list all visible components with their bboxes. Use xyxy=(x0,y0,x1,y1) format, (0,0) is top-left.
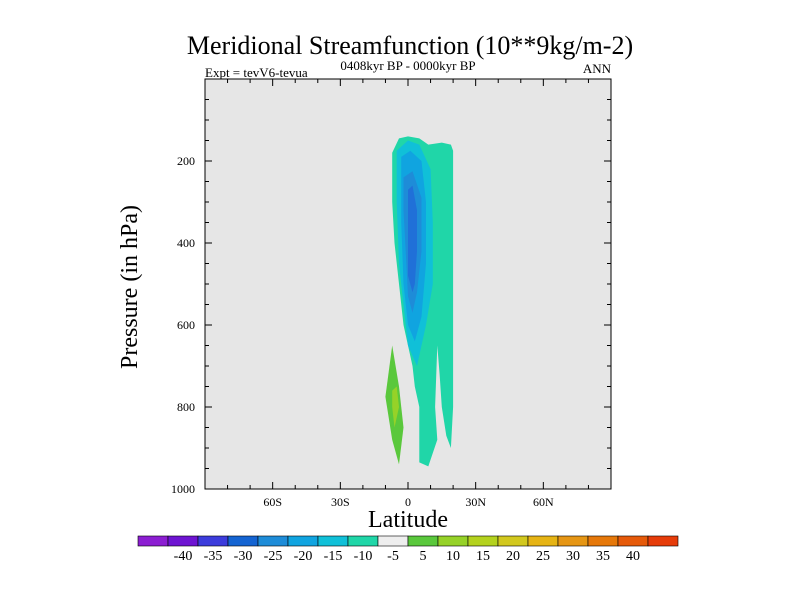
colorbar-swatch xyxy=(257,535,289,547)
colorbar-swatch xyxy=(377,535,409,547)
x-tick-label: 30N xyxy=(465,495,486,509)
colorbar-label: -25 xyxy=(264,549,283,564)
colorbar-label: -20 xyxy=(294,549,313,564)
colorbar-label: -40 xyxy=(174,549,193,564)
colorbar-swatch xyxy=(287,535,319,547)
colorbar-swatch xyxy=(527,535,559,547)
colorbar-label: 35 xyxy=(596,549,610,564)
colorbar-swatch xyxy=(617,535,649,547)
y-axis-title: Pressure (in hPa) xyxy=(117,205,143,369)
colorbar-swatch xyxy=(557,535,589,547)
colorbar-label: 5 xyxy=(420,549,427,564)
chart-right-string: ANN xyxy=(583,61,612,76)
x-tick-label: 60S xyxy=(263,495,282,509)
x-tick-label: 60N xyxy=(533,495,554,509)
colorbar-swatch xyxy=(347,535,379,547)
axis-ticks xyxy=(204,78,612,490)
colorbar-label: -10 xyxy=(354,549,373,564)
colorbar-swatch xyxy=(317,535,349,547)
x-tick-label: 30S xyxy=(331,495,350,509)
axis-tick-labels: 60S 30S 0 30N 60N 200 400 600 800 1000 xyxy=(171,154,554,509)
x-tick-label: 0 xyxy=(405,495,411,509)
colorbar-label: -30 xyxy=(234,549,253,564)
y-tick-label: 400 xyxy=(177,236,195,250)
y-tick-label: 1000 xyxy=(171,482,195,496)
colorbar-label: 25 xyxy=(536,549,550,564)
colorbar-swatch xyxy=(137,535,169,547)
colorbar-swatch xyxy=(647,535,679,547)
y-tick-label: 800 xyxy=(177,400,195,414)
y-tick-label: 200 xyxy=(177,154,195,168)
colorbar-label: 20 xyxy=(506,549,520,564)
colorbar: -40 -35 -30 -25 -20 -15 -10 -5 5 10 15 20 25 30 35 40 xyxy=(137,535,679,564)
colorbar-swatch xyxy=(407,535,439,547)
y-tick-label: 600 xyxy=(177,318,195,332)
chart-title: Meridional Streamfunction (10**9kg/m-2) xyxy=(187,31,633,60)
colorbar-label: 40 xyxy=(626,549,640,564)
colorbar-swatch xyxy=(167,535,199,547)
colorbar-label: 30 xyxy=(566,549,580,564)
contour-region-neg25 xyxy=(408,185,417,293)
colorbar-label: -15 xyxy=(324,549,343,564)
colorbar-swatch xyxy=(467,535,499,547)
colorbar-swatch xyxy=(227,535,259,547)
colorbar-label: -5 xyxy=(387,549,399,564)
colorbar-label: 10 xyxy=(446,549,460,564)
colorbar-label: 15 xyxy=(476,549,490,564)
chart-left-string: Expt = tevV6-tevua xyxy=(205,65,308,80)
contour-region-pos10 xyxy=(392,386,399,428)
chart-center-string: 0408kyr BP - 0000kyr BP xyxy=(340,58,475,73)
colorbar-swatch xyxy=(587,535,619,547)
colorbar-swatch xyxy=(497,535,529,547)
colorbar-swatch xyxy=(437,535,469,547)
colorbar-label: -35 xyxy=(204,549,223,564)
x-axis-title: Latitude xyxy=(368,507,448,533)
contour-regions xyxy=(385,136,454,467)
colorbar-swatch xyxy=(197,535,229,547)
